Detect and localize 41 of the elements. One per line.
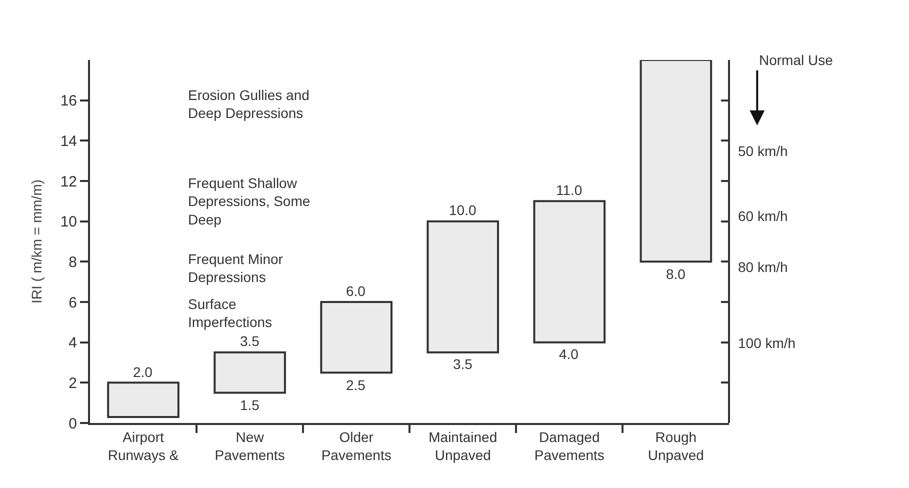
annotation: 1.5 (240, 397, 260, 413)
bar (533, 200, 606, 344)
y-tick-label: 0 (68, 415, 77, 432)
y-axis-title: IRI ( m/km = mm/m) (28, 179, 44, 304)
annotation: 3.5 (240, 333, 260, 349)
text: 60 km/h (738, 208, 788, 224)
x-tick-label: Maintained Unpaved (428, 428, 498, 463)
y-tick-label: 10 (60, 214, 77, 231)
annotation: 8.0 (666, 266, 686, 282)
annotation: Erosion Gullies and Deep Depressions (188, 87, 310, 122)
annotation: Frequent Minor Depressions (188, 251, 284, 286)
annotation: 6.0 (346, 283, 366, 299)
bar (214, 351, 286, 394)
annotation: 2.5 (346, 377, 366, 393)
bar (640, 60, 712, 263)
bar (107, 382, 180, 418)
bar (320, 301, 392, 374)
text: Normal Use (759, 52, 834, 68)
annotation: 3.5 (453, 356, 473, 372)
x-tick-label: Airport Runways & (108, 428, 180, 463)
x-tick-label: Older Pavements (321, 428, 392, 463)
annotation: 10.0 (449, 202, 476, 218)
y-tick-label: 12 (60, 173, 77, 190)
y-tick-label: 6 (68, 294, 77, 312)
x-tick-label: Damaged Pavements (534, 428, 604, 463)
bar (426, 220, 500, 354)
y-tick-label: 16 (60, 92, 77, 110)
y-tick-label: 14 (60, 132, 77, 150)
x-tick-label: Rough Unpaved (648, 428, 704, 463)
text: 100 km/h (738, 335, 796, 351)
annotation: Frequent Shallow Depressions, Some Deep (188, 175, 310, 228)
text: 50 km/h (738, 143, 788, 159)
annotation: 4.0 (559, 346, 579, 362)
annotation: 2.0 (133, 364, 153, 380)
annotation: Surface Imperfections (188, 296, 272, 330)
y-tick-label: 8 (68, 254, 77, 271)
y-tick-label: 4 (68, 334, 77, 352)
annotation: 11.0 (556, 182, 582, 198)
text: 80 km/h (738, 259, 788, 275)
x-tick-label: New Pavements (214, 428, 285, 463)
y-tick-label: 2 (68, 374, 77, 392)
